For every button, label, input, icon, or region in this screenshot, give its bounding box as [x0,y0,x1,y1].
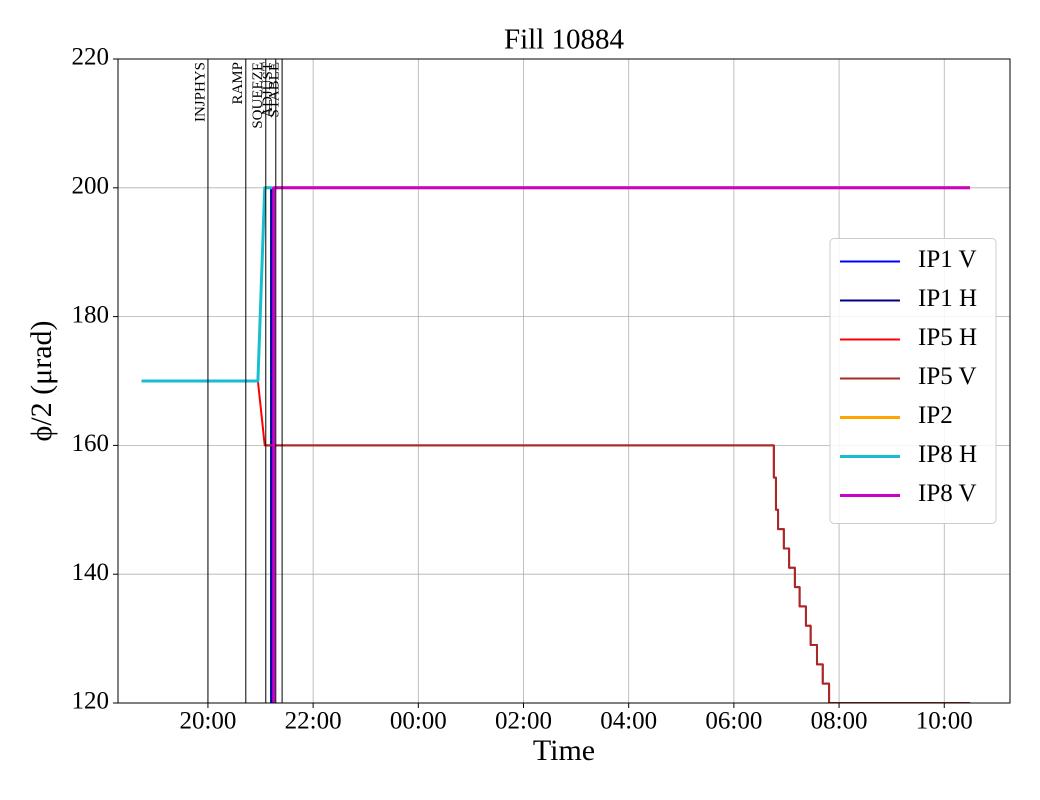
y-axis-label: ϕ/2 (μrad) [25,321,58,442]
legend-label: IP1 H [918,285,977,312]
y-tick-label: 220 [72,44,110,71]
x-tick-label: 00:00 [390,708,447,735]
y-tick-label: 200 [72,173,110,200]
legend-label: IP2 [918,402,953,429]
series-line [141,186,273,383]
series-line [272,186,971,703]
plot-area [141,186,971,703]
series-line [264,444,971,703]
legend-label: IP8 V [918,480,977,507]
x-tick-label: 10:00 [916,708,973,735]
y-tick-label: 140 [72,559,110,586]
mode-label: SQUEEZE [250,62,266,129]
x-tick-label: 02:00 [495,708,552,735]
legend-label: IP5 H [918,324,977,351]
mode-label: STABLE [267,62,283,117]
y-tick-label: 120 [72,688,110,715]
legend-box [829,238,997,524]
legend-label: IP5 V [918,363,977,390]
x-tick-label: 04:00 [600,708,657,735]
mode-label: ADJUST [260,62,276,118]
mode-label: INJPHYS [192,62,208,122]
x-tick-label: 06:00 [705,708,762,735]
x-axis-label: Time [533,734,595,767]
x-tick-label: 08:00 [811,708,868,735]
plot-frame [117,58,1011,704]
x-tick-label: 22:00 [285,708,342,735]
legend-label: IP8 H [918,441,977,468]
legend: IP1 V IP1 H IP5 H IP5 V IP2 IP8 H IP8 V [829,238,997,524]
x-tick-label: 20:00 [179,708,236,735]
mode-label: RAMP [230,62,246,105]
legend-label: IP1 V [918,246,977,273]
chart-title: Fill 10884 [504,24,625,56]
y-tick-label: 180 [72,301,110,328]
y-tick-label: 160 [72,430,110,457]
